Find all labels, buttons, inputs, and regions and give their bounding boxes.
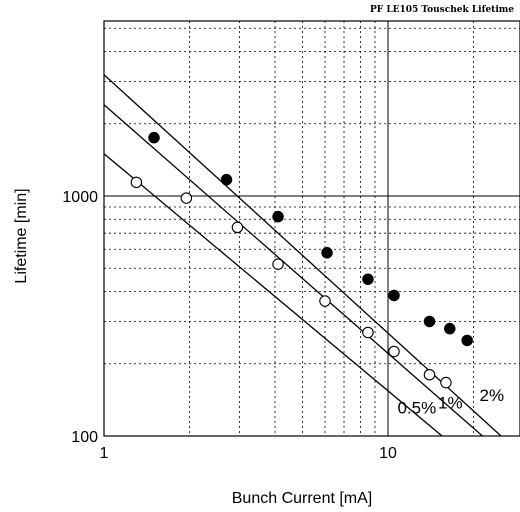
reference-line-labels: 2% 1%0.5%: [397, 386, 504, 418]
open-data-point: [362, 326, 374, 339]
filled-data-point: [423, 315, 436, 328]
open-data-point: [423, 368, 436, 381]
open-data-point: [319, 295, 331, 307]
filled-data-point: [362, 273, 374, 285]
y-tick-label: 100: [71, 429, 98, 446]
open-data-point: [180, 192, 193, 204]
filled-data-point: [272, 210, 284, 223]
filled-data-point: [461, 334, 473, 347]
open-data-point: [130, 176, 143, 189]
data-points: [130, 131, 473, 389]
tick-labels: 1 10 100 1000: [62, 189, 397, 462]
y-axis-label: Lifetime [min]: [13, 188, 30, 283]
filled-data-point: [220, 173, 233, 186]
open-data-point: [272, 258, 284, 270]
filled-data-point: [148, 131, 160, 144]
grid: [104, 21, 520, 436]
x-tick-label: 1: [100, 445, 109, 462]
reference-line-label: 1%: [438, 394, 463, 413]
y-tick-label: 1000: [62, 189, 98, 206]
filled-data-point: [444, 322, 456, 335]
reference-line-label: 0.5%: [397, 399, 436, 418]
filled-data-point: [321, 247, 333, 259]
reference-line: [104, 153, 443, 436]
x-tick-label: 10: [379, 445, 397, 462]
chart-title: PF LE105 Touschek Lifetime: [370, 5, 514, 15]
open-data-point: [388, 345, 400, 358]
open-data-point: [440, 376, 452, 389]
filled-data-point: [388, 289, 400, 302]
x-axis-label: Bunch Current [mA]: [232, 490, 373, 507]
reference-line-label: 2%: [480, 386, 505, 405]
open-data-point: [231, 221, 244, 234]
reference-line: [104, 104, 483, 436]
plot-frame: [103, 20, 520, 437]
